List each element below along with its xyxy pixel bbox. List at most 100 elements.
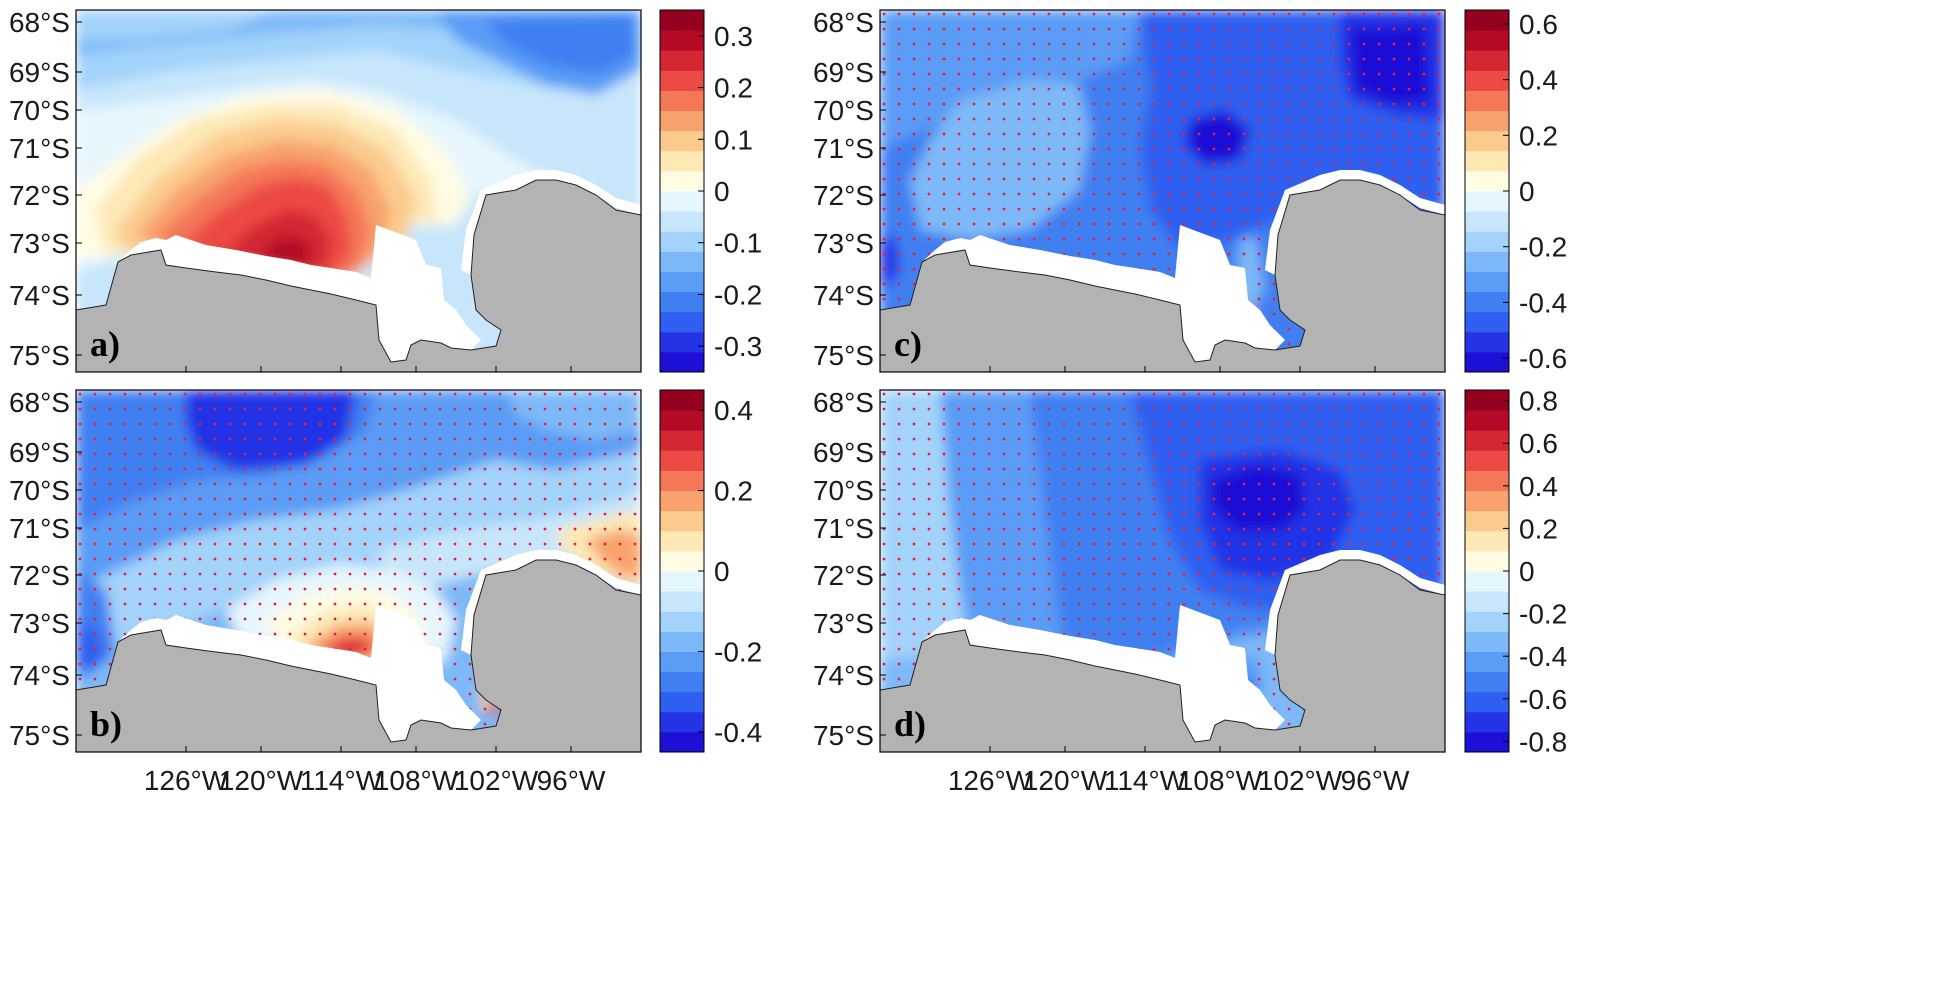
- colorbar-swatch: [1465, 430, 1509, 451]
- colorbar-swatch: [660, 10, 704, 31]
- colorbar-tick-label: 0.8: [1519, 386, 1558, 417]
- map-frame: [879, 9, 1446, 373]
- lon-label: 126°W: [144, 765, 229, 796]
- lon-label: 96°W: [537, 765, 606, 796]
- colorbar-swatch: [1465, 271, 1509, 293]
- lat-label: 68°S: [813, 387, 874, 418]
- lat-label: 73°S: [813, 608, 874, 639]
- lat-label: 75°S: [9, 720, 70, 751]
- colorbar-tick-label: 0.2: [714, 73, 753, 104]
- colorbar-tick-label: -0.4: [1519, 641, 1567, 672]
- colorbar-swatch: [1465, 490, 1509, 512]
- map-panel-a: 68°S 69°S 70°S 71°S 72°S 73°S 74°S 75°S a): [9, 7, 642, 373]
- colorbar-swatch: [1465, 651, 1509, 673]
- lat-label: 69°S: [9, 437, 70, 468]
- lat-label: 71°S: [813, 513, 874, 544]
- colorbar-swatch: [660, 110, 704, 132]
- colorbar-swatch: [660, 550, 704, 572]
- lat-label: 72°S: [813, 180, 874, 211]
- lat-label: 69°S: [813, 57, 874, 88]
- lat-label: 71°S: [9, 513, 70, 544]
- colorbar-swatch: [660, 70, 704, 91]
- colorbar-b: 0.4 0.2 0 -0.2 -0.4: [659, 389, 762, 753]
- colorbar-swatch: [660, 571, 704, 592]
- lat-label: 75°S: [9, 340, 70, 371]
- lon-label: 120°W: [1023, 765, 1108, 796]
- panel-label: a): [90, 324, 120, 364]
- colorbar-swatch: [1465, 671, 1509, 693]
- lat-label: 75°S: [813, 720, 874, 751]
- colorbar-swatch: [660, 30, 704, 51]
- colorbar-swatch: [1465, 150, 1509, 172]
- colorbar-swatch: [1465, 510, 1509, 532]
- lat-label: 72°S: [813, 560, 874, 591]
- colorbar-swatch: [1465, 331, 1509, 353]
- colorbar-swatch: [660, 150, 704, 172]
- lon-label: 102°W: [454, 765, 539, 796]
- colorbar-swatch: [660, 351, 704, 373]
- contour-field: [880, 10, 1445, 372]
- lon-label: 126°W: [948, 765, 1033, 796]
- lon-label: 120°W: [219, 765, 304, 796]
- contour-field: [880, 390, 1445, 752]
- colorbar-swatch: [1465, 30, 1509, 51]
- ice-shelf: [106, 605, 481, 742]
- colorbar-swatch: [660, 331, 704, 353]
- ice-shelf: [910, 605, 1285, 742]
- colorbar-swatch: [1465, 211, 1509, 232]
- lat-label: 69°S: [813, 437, 874, 468]
- lat-label: 72°S: [9, 180, 70, 211]
- colorbar-tick-label: -0.3: [714, 331, 762, 362]
- lat-label: 73°S: [9, 608, 70, 639]
- lat-label: 74°S: [9, 280, 70, 311]
- colorbar-tick-label: 0.4: [714, 395, 753, 426]
- colorbar-swatch: [1465, 251, 1509, 272]
- colorbar-tick-label: 0.6: [1519, 9, 1558, 40]
- colorbar-swatch: [1465, 410, 1509, 431]
- lat-label: 73°S: [813, 228, 874, 259]
- lat-label: 70°S: [813, 475, 874, 506]
- colorbar-tick-label: 0.6: [1519, 428, 1558, 459]
- map-frame: [75, 9, 642, 373]
- colorbar-tick-label: 0: [1519, 556, 1535, 587]
- colorbar-tick-label: -0.6: [1519, 684, 1567, 715]
- panel-label: d): [894, 704, 926, 744]
- colorbar-swatch: [1465, 311, 1509, 333]
- lon-label: 114°W: [1104, 765, 1187, 796]
- map-panel-d: 68°S 69°S 70°S 71°S 72°S 73°S 74°S 75°S 126°W120…: [813, 387, 1446, 796]
- ice-shelf: [106, 225, 481, 362]
- lon-label: 96°W: [1341, 765, 1410, 796]
- lat-label: 71°S: [813, 133, 874, 164]
- colorbar-swatch: [660, 651, 704, 673]
- lat-label: 75°S: [813, 340, 874, 371]
- colorbar-tick-label: -0.8: [1519, 726, 1567, 757]
- colorbar-swatch: [660, 530, 704, 552]
- colorbar-swatch: [1465, 691, 1509, 713]
- colorbar-swatch: [660, 311, 704, 333]
- colorbar-tick-label: 0.2: [714, 476, 753, 507]
- lat-label: 68°S: [9, 387, 70, 418]
- colorbar-swatch: [1465, 50, 1509, 71]
- colorbar-swatch: [660, 251, 704, 272]
- colorbar-swatch: [660, 470, 704, 492]
- land-mass: [880, 559, 1445, 752]
- colorbar-swatch: [1465, 611, 1509, 632]
- lat-label: 68°S: [813, 7, 874, 38]
- colorbar-tick-label: -0.2: [1519, 599, 1567, 630]
- colorbar-swatch: [660, 231, 704, 252]
- colorbar-d: 0.8 0.6 0.4 0.2 0 -0.2 -0.4 -0.6 -0.8: [1464, 386, 1567, 757]
- colorbar-swatch: [660, 671, 704, 693]
- colorbar-tick-label: 0.4: [1519, 65, 1558, 96]
- colorbar-swatch: [1465, 591, 1509, 612]
- land-mass: [76, 179, 641, 372]
- colorbar-swatch: [1465, 170, 1509, 192]
- colorbar-swatch: [1465, 10, 1509, 31]
- colorbar-swatch: [660, 611, 704, 632]
- colorbar-tick-label: 0.2: [1519, 120, 1558, 151]
- lat-label: 69°S: [9, 57, 70, 88]
- colorbar-tick-label: -0.1: [714, 228, 762, 259]
- colorbar-swatch: [1465, 90, 1509, 112]
- lon-label: 114°W: [300, 765, 383, 796]
- colorbar-tick-label: -0.2: [714, 636, 762, 667]
- lat-label: 74°S: [9, 660, 70, 691]
